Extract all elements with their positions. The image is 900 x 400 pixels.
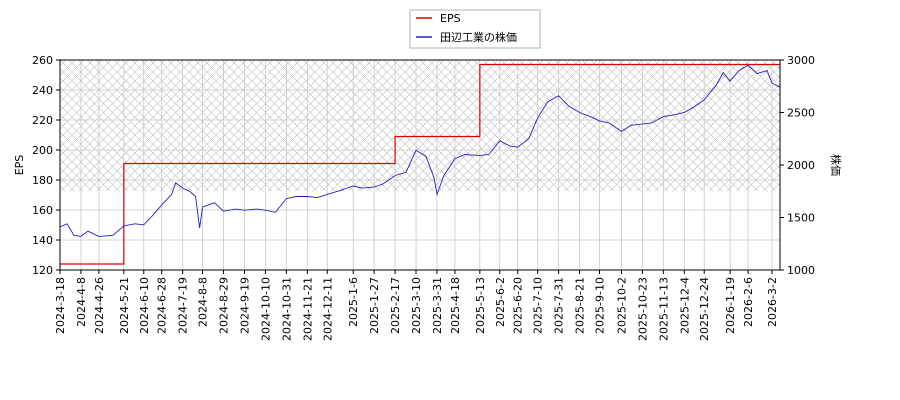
- x-tick-label: 2025-11-13: [657, 277, 670, 341]
- left-tick-label: 220: [32, 114, 53, 127]
- x-tick-label: 2025-10-23: [636, 277, 649, 341]
- price-line: [60, 64, 780, 237]
- left-tick-label: 240: [32, 84, 53, 97]
- x-tick-label: 2025-8-21: [574, 277, 587, 334]
- x-tick-label: 2025-3-31: [431, 277, 444, 334]
- legend-price-label: 田辺工業の株価: [440, 30, 517, 44]
- x-tick-label: 2025-1-6: [347, 277, 360, 327]
- x-tick-label: 2026-1-19: [724, 277, 737, 334]
- left-tick-label: 260: [32, 54, 53, 67]
- x-tick-label: 2024-6-28: [156, 277, 169, 334]
- x-tick-label: 2025-2-17: [389, 277, 402, 334]
- x-tick-label: 2025-9-10: [594, 277, 607, 334]
- x-tick-label: 2024-12-11: [321, 277, 334, 341]
- x-tick-label: 2024-4-26: [93, 277, 106, 334]
- x-tick-label: 2025-12-24: [698, 277, 711, 341]
- right-axis: 1000 1500 2000 2500 3000: [780, 54, 815, 277]
- right-tick-label: 1000: [787, 264, 815, 277]
- x-tick-label: 2025-4-18: [449, 277, 462, 334]
- right-tick-label: 2500: [787, 107, 815, 120]
- x-tick-label: 2024-4-8: [75, 277, 88, 327]
- eps-hatch-area: [60, 60, 780, 192]
- left-tick-label: 180: [32, 174, 53, 187]
- left-tick-label: 120: [32, 264, 53, 277]
- legend: EPS 田辺工業の株価: [409, 9, 541, 49]
- x-axis: 2024-3-18 2024-4-8 2024-4-26 2024-5-21 2024-…: [54, 270, 779, 341]
- x-tick-label: 2025-5-13: [474, 277, 487, 334]
- x-tick-label: 2025-10-2: [615, 277, 628, 334]
- x-tick-label: 2024-10-31: [280, 277, 293, 341]
- x-tick-label: 2025-1-27: [368, 277, 381, 334]
- x-tick-label: 2025-6-20: [512, 277, 525, 334]
- series-lines: [60, 63, 780, 265]
- x-tick-label: 2024-5-21: [118, 277, 131, 334]
- right-tick-label: 2000: [787, 159, 815, 172]
- x-tick-label: 2026-2-6: [742, 277, 755, 327]
- hatch-fill: [60, 60, 780, 192]
- right-axis-label: 株価: [829, 154, 843, 176]
- right-tick-label: 1500: [787, 212, 815, 225]
- left-axis: 120 140 160 180 200 220 240 260: [32, 54, 60, 277]
- left-tick-label: 200: [32, 144, 53, 157]
- right-tick-label: 3000: [787, 54, 815, 67]
- x-tick-label: 2025-3-10: [410, 277, 423, 334]
- x-tick-label: 2024-8-8: [197, 277, 210, 327]
- x-tick-label: 2024-10-10: [259, 277, 272, 341]
- x-tick-label: 2024-7-19: [177, 277, 190, 334]
- legend-box: [409, 9, 541, 49]
- x-tick-label: 2025-12-4: [678, 277, 691, 334]
- x-tick-label: 2024-9-19: [238, 277, 251, 334]
- x-tick-label: 2025-7-10: [532, 277, 545, 334]
- x-tick-label: 2025-6-2: [494, 277, 507, 327]
- eps-line: [60, 63, 780, 265]
- left-tick-label: 160: [32, 204, 53, 217]
- legend-eps-label: EPS: [440, 12, 461, 25]
- left-axis-label: EPS: [13, 155, 26, 176]
- x-tick-label: 2024-11-21: [301, 277, 314, 341]
- x-tick-label: 2025-7-31: [553, 277, 566, 334]
- x-tick-label: 2024-8-29: [218, 277, 231, 334]
- x-tick-label: 2024-6-10: [138, 277, 151, 334]
- left-tick-label: 140: [32, 234, 53, 247]
- x-tick-label: 2024-3-18: [54, 277, 67, 334]
- x-tick-label: 2026-3-2: [766, 277, 779, 327]
